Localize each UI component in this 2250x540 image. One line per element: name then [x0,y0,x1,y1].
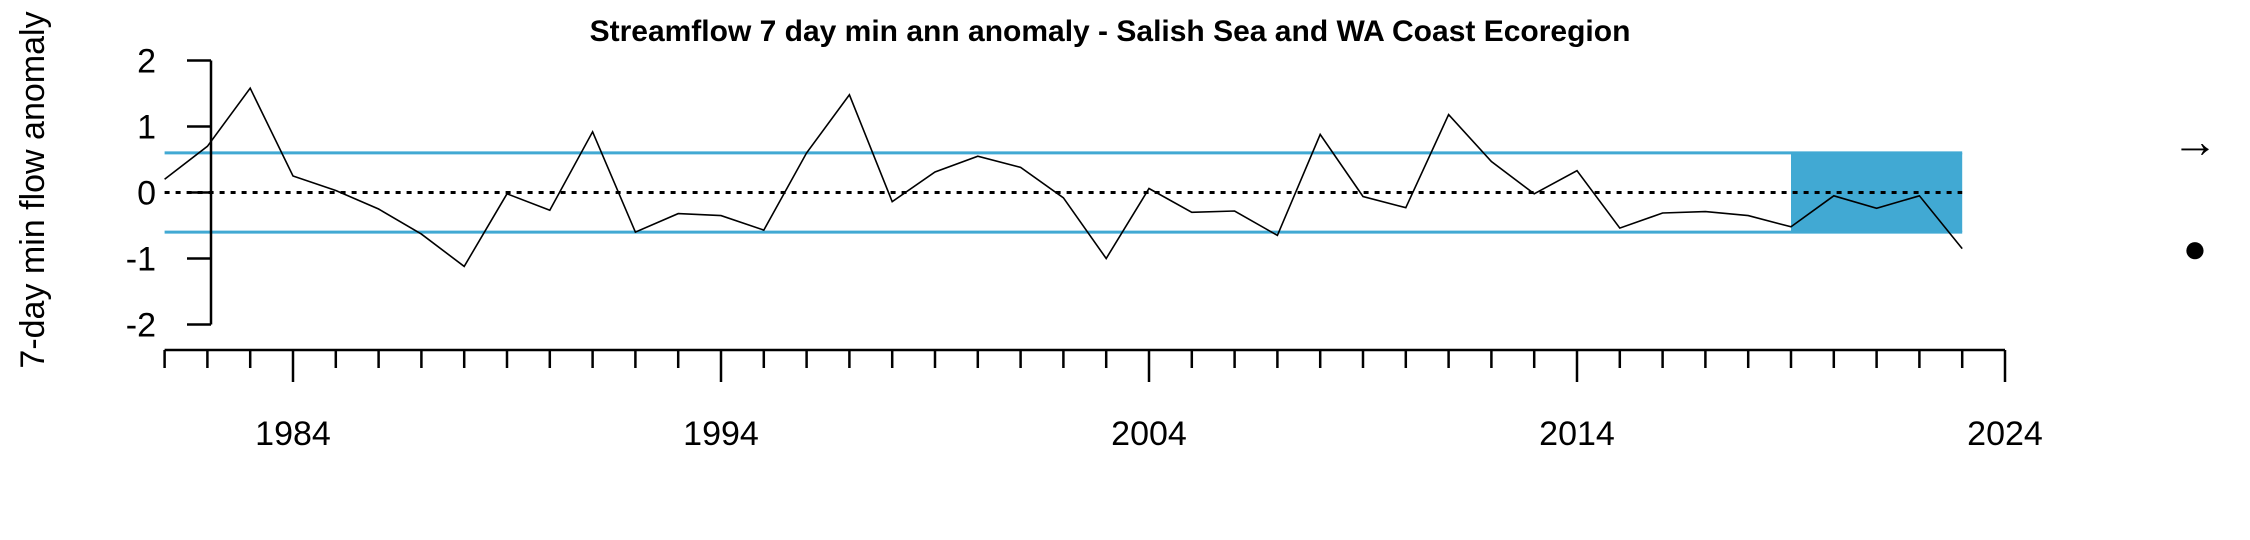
y-tick-label: 1 [137,109,156,147]
x-tick-label: 1984 [255,415,331,453]
y-axis-label: 7-day min flow anomaly [14,11,52,368]
y-tick-label: 0 [137,175,156,213]
y-tick-label: -2 [126,307,156,345]
trend-arrow-symbol: → [2172,115,2218,167]
mean-status-symbol: ● [2183,227,2207,271]
series-line [164,86,1963,268]
x-tick-label: 2014 [1539,415,1615,453]
x-tick-label: 2024 [1967,415,2043,453]
plot-area: 2 1 0 -1 -2 1984 1994 2004 2014 2024 [126,43,2043,454]
y-tick-label: -1 [126,241,156,279]
x-tick-label: 1994 [683,415,759,453]
x-tick-label: 2004 [1111,415,1187,453]
chart-title: Streamflow 7 day min ann anomaly - Salis… [590,15,1631,48]
y-tick-label: 2 [137,43,156,81]
